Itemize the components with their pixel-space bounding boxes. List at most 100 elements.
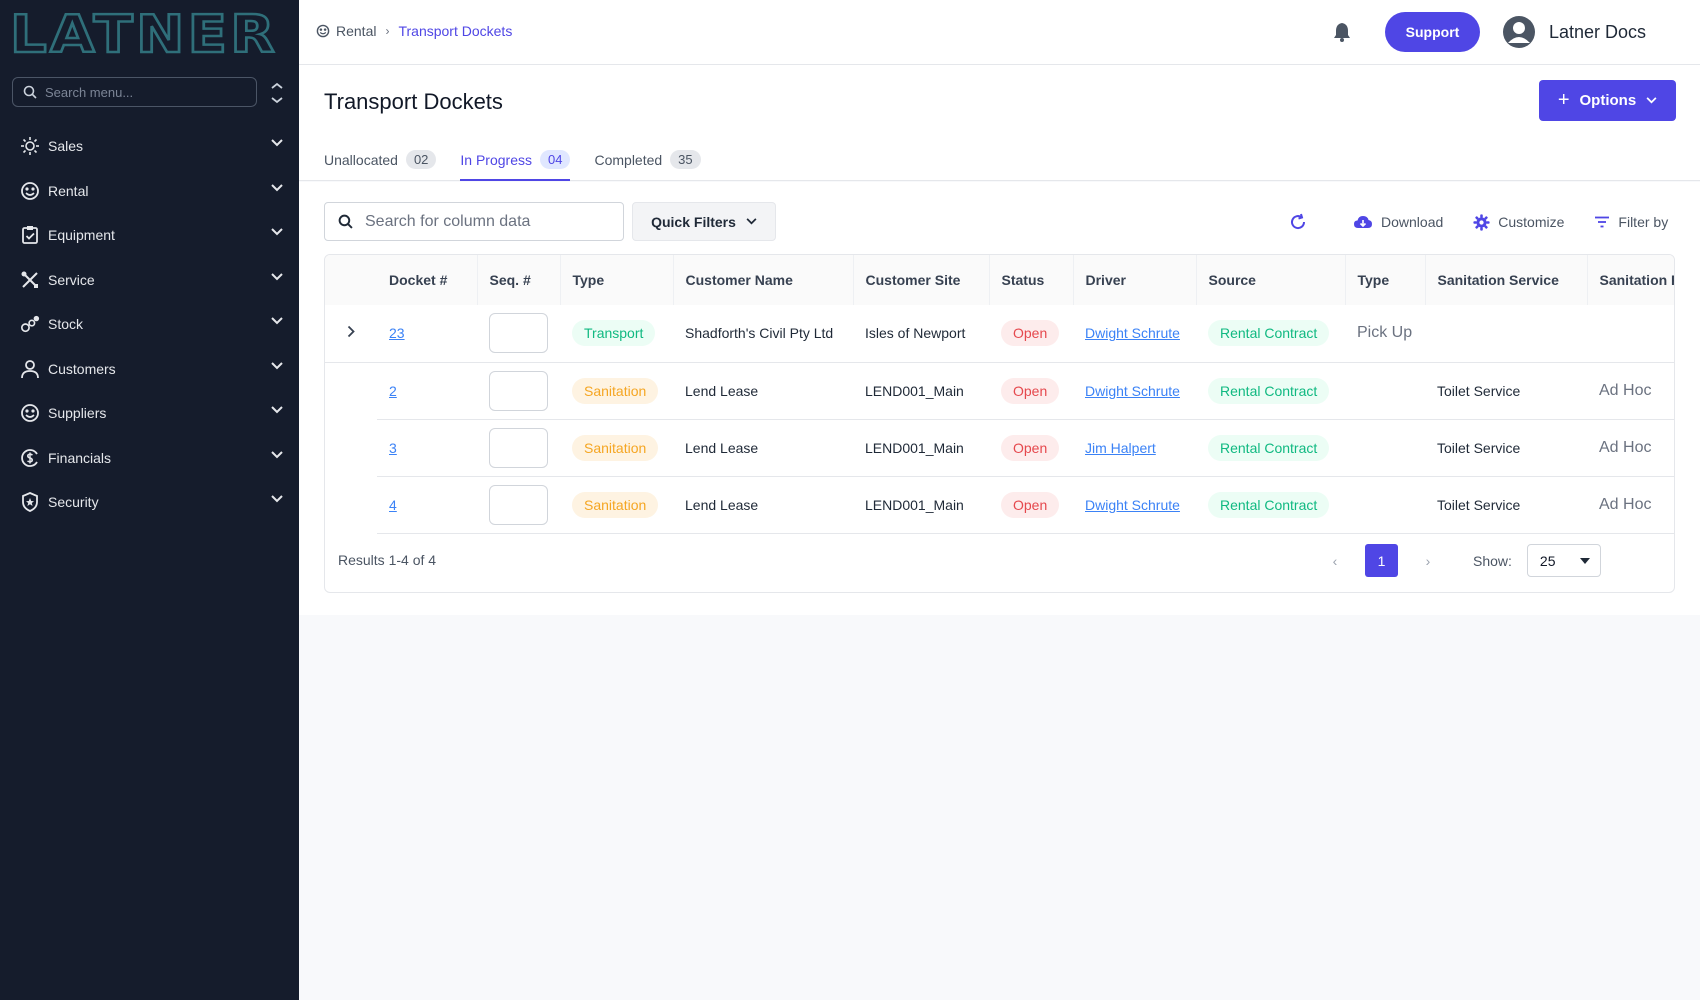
toolbar-actions: Download Customize Filter by [1289, 213, 1668, 231]
page-size-select[interactable]: 25 [1526, 544, 1601, 577]
column-header[interactable]: Customer Site [853, 255, 990, 305]
sidebar-item-sales[interactable]: Sales [0, 124, 299, 169]
chevron-down-icon [271, 183, 283, 191]
bell-icon[interactable] [1333, 22, 1351, 42]
sidebar-item-rental[interactable]: Rental [0, 169, 299, 214]
customize-button[interactable]: Customize [1473, 213, 1564, 231]
chevron-down-icon [746, 218, 757, 225]
table-row[interactable]: 23 Transport Shadforth's Civil Pty Ltd I… [325, 305, 1674, 363]
seq-input[interactable] [489, 484, 548, 525]
collapse-menu-icon[interactable] [268, 82, 286, 104]
support-button[interactable]: Support [1385, 12, 1480, 52]
user-menu[interactable]: Latner Docs [1502, 15, 1646, 49]
sidebar-item-equipment[interactable]: Equipment [0, 213, 299, 258]
tab-label: In Progress [460, 151, 532, 168]
customers-icon [20, 359, 40, 379]
driver-link[interactable]: Dwight Schrute [1085, 496, 1180, 513]
tab-in-progress[interactable]: In Progress 04 [460, 138, 571, 181]
column-header[interactable]: Sanitation F [1587, 255, 1674, 305]
cloud-download-icon [1354, 216, 1372, 228]
column-header[interactable]: Docket # [377, 255, 478, 305]
sidebar-item-label: Security [48, 494, 99, 511]
sanitation-service [1425, 305, 1587, 363]
sidebar-item-label: Equipment [48, 227, 115, 244]
docket-link[interactable]: 3 [389, 439, 397, 456]
driver-link[interactable]: Jim Halpert [1085, 439, 1156, 456]
expand-cell[interactable] [325, 305, 377, 363]
chevron-down-icon [271, 361, 283, 369]
column-search[interactable] [324, 202, 624, 241]
column-header[interactable]: Customer Name [673, 255, 854, 305]
menu-search[interactable] [12, 77, 257, 107]
sidebar-item-suppliers[interactable]: Suppliers [0, 391, 299, 436]
sidebar-item-service[interactable]: Service [0, 258, 299, 303]
chevron-right-icon[interactable] [347, 325, 355, 338]
filter-button[interactable]: Filter by [1594, 214, 1668, 230]
quick-filters-button[interactable]: Quick Filters [632, 202, 776, 241]
prev-page-icon[interactable]: ‹ [1332, 552, 1338, 569]
column-header[interactable]: Type [1345, 255, 1426, 305]
sidebar-item-customers[interactable]: Customers [0, 347, 299, 392]
column-header[interactable]: Type [560, 255, 674, 305]
latner-logo[interactable]: LATNER [10, 10, 280, 58]
tab-label: Completed [594, 151, 663, 168]
chevron-down-icon [271, 406, 283, 414]
filter-icon [1595, 216, 1610, 228]
security-icon [20, 492, 40, 513]
tab-completed[interactable]: Completed 35 [594, 138, 701, 181]
sidebar-item-label: Customers [48, 360, 116, 377]
menu-search-input[interactable] [45, 84, 235, 100]
sanitation-frequency [1587, 305, 1674, 363]
dockets-table: Docket # Seq. # Type Customer Name Custo… [324, 254, 1675, 593]
column-search-input[interactable] [365, 212, 605, 231]
column-header[interactable]: Driver [1073, 255, 1197, 305]
sanitation-service: Toilet Service [1425, 476, 1587, 534]
sidebar-item-financials[interactable]: Financials [0, 436, 299, 481]
refresh-icon [1291, 213, 1306, 230]
driver-link[interactable]: Dwight Schrute [1085, 325, 1180, 342]
next-page-icon[interactable]: › [1425, 552, 1431, 569]
download-button[interactable]: Download [1353, 214, 1443, 230]
gear-icon [1473, 213, 1490, 231]
docket-link[interactable]: 2 [389, 382, 397, 399]
breadcrumb-current[interactable]: Transport Dockets [398, 23, 513, 39]
refresh-button[interactable] [1289, 213, 1315, 231]
table-row[interactable]: 4 Sanitation Lend Lease LEND001_Main Ope… [325, 476, 1674, 534]
customer-name: Shadforth's Civil Pty Ltd [673, 305, 853, 363]
rental-icon [20, 181, 40, 201]
plus-icon: + [1557, 89, 1570, 111]
page-number[interactable]: 1 [1365, 544, 1398, 577]
seq-input[interactable] [489, 370, 548, 411]
column-header[interactable]: Source [1196, 255, 1346, 305]
docket-link[interactable]: 23 [389, 325, 405, 342]
sidebar-item-label: Financials [48, 449, 112, 466]
top-bar: Rental › Transport Dockets Support Latne… [299, 0, 1700, 65]
table-row[interactable]: 2 Sanitation Lend Lease LEND001_Main Ope… [325, 362, 1674, 420]
table-header-row: Docket # Seq. # Type Customer Name Custo… [325, 255, 1674, 305]
sidebar-nav: Sales Rental Equipment Service Stock Cus… [0, 124, 299, 525]
expand-column-header [325, 255, 377, 305]
column-header[interactable]: Seq. # [477, 255, 561, 305]
driver-link[interactable]: Dwight Schrute [1085, 382, 1180, 399]
sidebar-item-security[interactable]: Security [0, 480, 299, 525]
options-label: Options [1579, 92, 1637, 109]
seq-input[interactable] [489, 313, 548, 354]
sidebar-item-label: Stock [48, 316, 84, 333]
rental-icon [316, 24, 330, 38]
show-label: Show: [1473, 552, 1512, 569]
column-header[interactable]: Sanitation Service [1425, 255, 1588, 305]
sanitation-frequency: Ad Hoc [1587, 362, 1674, 420]
breadcrumb-rental[interactable]: Rental [336, 23, 377, 39]
column-header[interactable]: Status [989, 255, 1074, 305]
search-icon [23, 85, 37, 99]
tab-unallocated[interactable]: Unallocated 02 [324, 138, 437, 181]
type-badge: Sanitation [572, 377, 659, 404]
sidebar-item-stock[interactable]: Stock [0, 302, 299, 347]
options-button[interactable]: + Options [1539, 80, 1676, 121]
table-row[interactable]: 3 Sanitation Lend Lease LEND001_Main Ope… [325, 419, 1674, 477]
docket-link[interactable]: 4 [389, 496, 397, 513]
pagination: ‹ 1 › Show: 25 [1325, 544, 1601, 577]
seq-input[interactable] [489, 427, 548, 468]
service-icon [20, 270, 40, 290]
sanitation-frequency: Ad Hoc [1587, 419, 1674, 477]
